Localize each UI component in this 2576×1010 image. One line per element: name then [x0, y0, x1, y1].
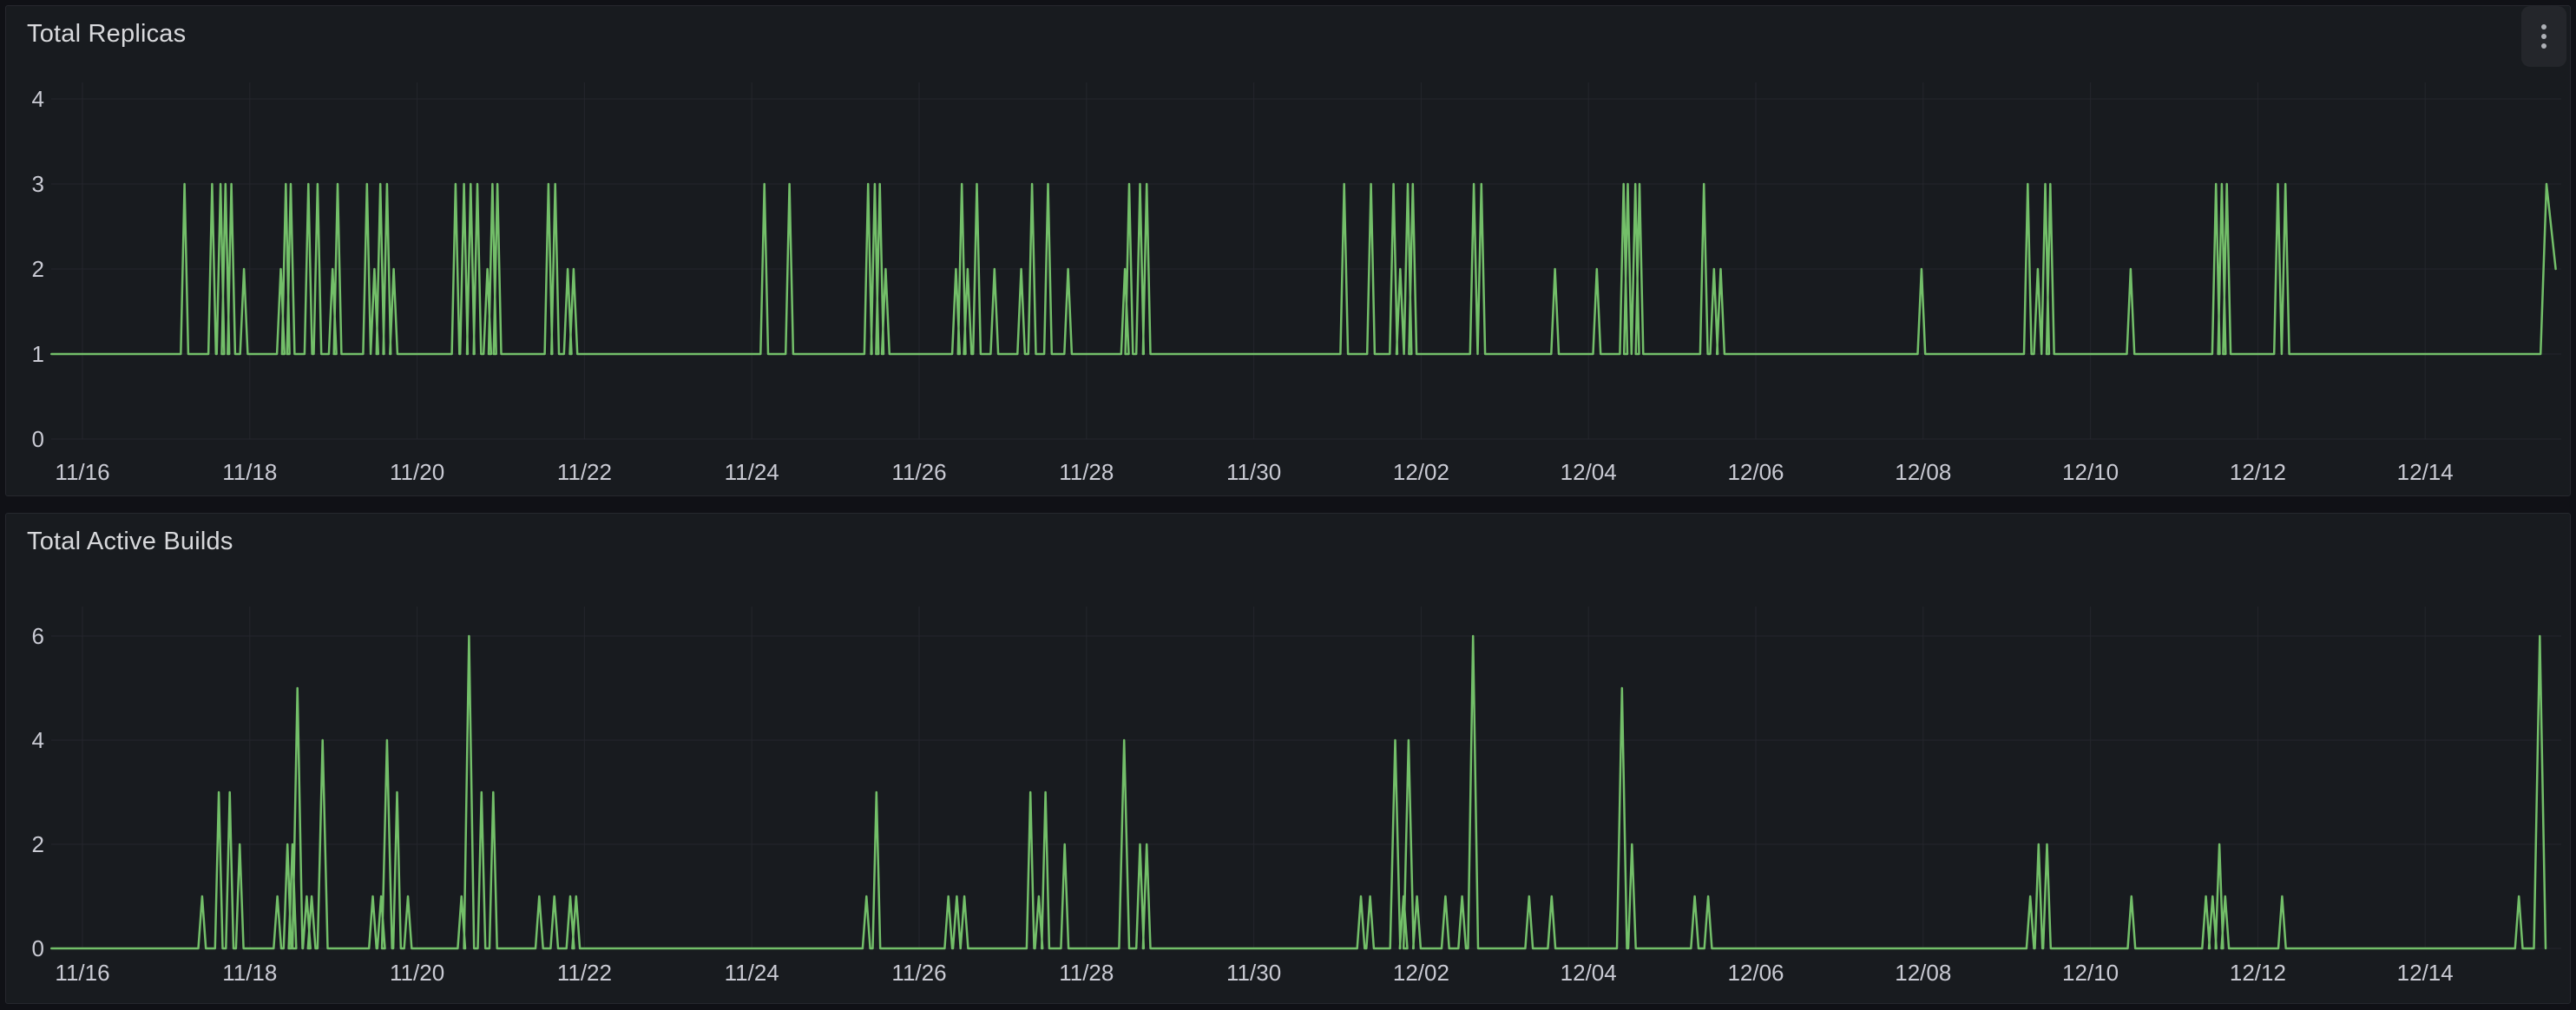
panel-title[interactable]: Total Replicas	[27, 20, 187, 48]
kebab-dot	[2541, 24, 2546, 30]
x-axis-tick-label: 11/30	[1226, 960, 1281, 986]
x-axis-tick-label: 12/12	[2230, 960, 2286, 986]
y-axis-tick-label: 6	[32, 623, 44, 649]
y-axis-tick-label: 4	[32, 727, 44, 753]
x-axis-tick-label: 12/08	[1895, 459, 1951, 485]
x-axis-tick-label: 11/26	[891, 459, 946, 485]
y-axis-tick-label: 1	[32, 341, 44, 367]
x-axis-tick-label: 11/16	[55, 459, 109, 485]
kebab-menu-icon[interactable]	[2521, 6, 2566, 67]
x-axis-tick-label: 12/14	[2397, 960, 2454, 986]
x-axis-tick-label: 11/22	[557, 960, 612, 986]
y-axis-tick-label: 0	[32, 935, 44, 961]
total-replicas-chart[interactable]: 0 1 2 3 4 11/16 11/18 11/20 11/22 11/24 11/26 11/28…	[6, 6, 2570, 495]
grid-lines	[51, 82, 2561, 440]
y-axis-tick-label: 2	[32, 831, 44, 857]
x-axis-tick-label: 11/18	[222, 960, 277, 986]
axis-tick-labels: 0 1 2 3 4 11/16 11/18 11/20 11/22 11/24 11/26 11/28…	[32, 86, 2454, 485]
axis-tick-labels: 0 2 4 6 11/16 11/18 11/20 11/22 11/24 11/26 11/28 1…	[32, 623, 2454, 986]
x-axis-tick-label: 11/24	[725, 960, 779, 986]
y-axis-tick-label: 4	[32, 86, 44, 112]
grid-lines	[51, 607, 2561, 949]
x-axis-tick-label: 12/10	[2062, 459, 2119, 485]
x-axis-tick-label: 11/28	[1059, 960, 1114, 986]
series-line	[50, 634, 2547, 950]
panel-total-active-builds: 0 2 4 6 11/16 11/18 11/20 11/22 11/24 11/26 11/28 1…	[5, 513, 2571, 1004]
series-line	[50, 182, 2557, 356]
panel-title[interactable]: Total Active Builds	[27, 528, 233, 555]
x-axis-tick-label: 12/12	[2230, 459, 2286, 485]
x-axis-tick-label: 11/24	[725, 459, 779, 485]
x-axis-tick-label: 11/30	[1226, 459, 1281, 485]
x-axis-tick-label: 12/06	[1727, 459, 1784, 485]
x-axis-tick-label: 11/28	[1059, 459, 1114, 485]
x-axis-tick-label: 11/22	[557, 459, 612, 485]
x-axis-tick-label: 12/06	[1727, 960, 1784, 986]
x-axis-tick-label: 12/04	[1561, 960, 1617, 986]
x-axis-tick-label: 12/02	[1393, 960, 1449, 986]
x-axis-tick-label: 11/16	[55, 960, 109, 986]
x-axis-tick-label: 12/10	[2062, 960, 2119, 986]
total-active-builds-chart[interactable]: 0 2 4 6 11/16 11/18 11/20 11/22 11/24 11/26 11/28 1…	[6, 514, 2570, 1003]
x-axis-tick-label: 12/04	[1561, 459, 1617, 485]
kebab-dot	[2541, 43, 2546, 49]
x-axis-tick-label: 12/02	[1393, 459, 1449, 485]
y-axis-tick-label: 2	[32, 256, 44, 282]
kebab-dot	[2541, 34, 2546, 39]
x-axis-tick-label: 12/08	[1895, 960, 1951, 986]
x-axis-tick-label: 11/20	[390, 960, 444, 986]
y-axis-tick-label: 3	[32, 171, 44, 197]
y-axis-tick-label: 0	[32, 426, 44, 452]
x-axis-tick-label: 11/26	[891, 960, 946, 986]
x-axis-tick-label: 11/20	[390, 459, 444, 485]
panel-total-replicas: 0 1 2 3 4 11/16 11/18 11/20 11/22 11/24 11/26 11/28…	[5, 5, 2571, 496]
x-axis-tick-label: 12/14	[2397, 459, 2454, 485]
x-axis-tick-label: 11/18	[222, 459, 277, 485]
